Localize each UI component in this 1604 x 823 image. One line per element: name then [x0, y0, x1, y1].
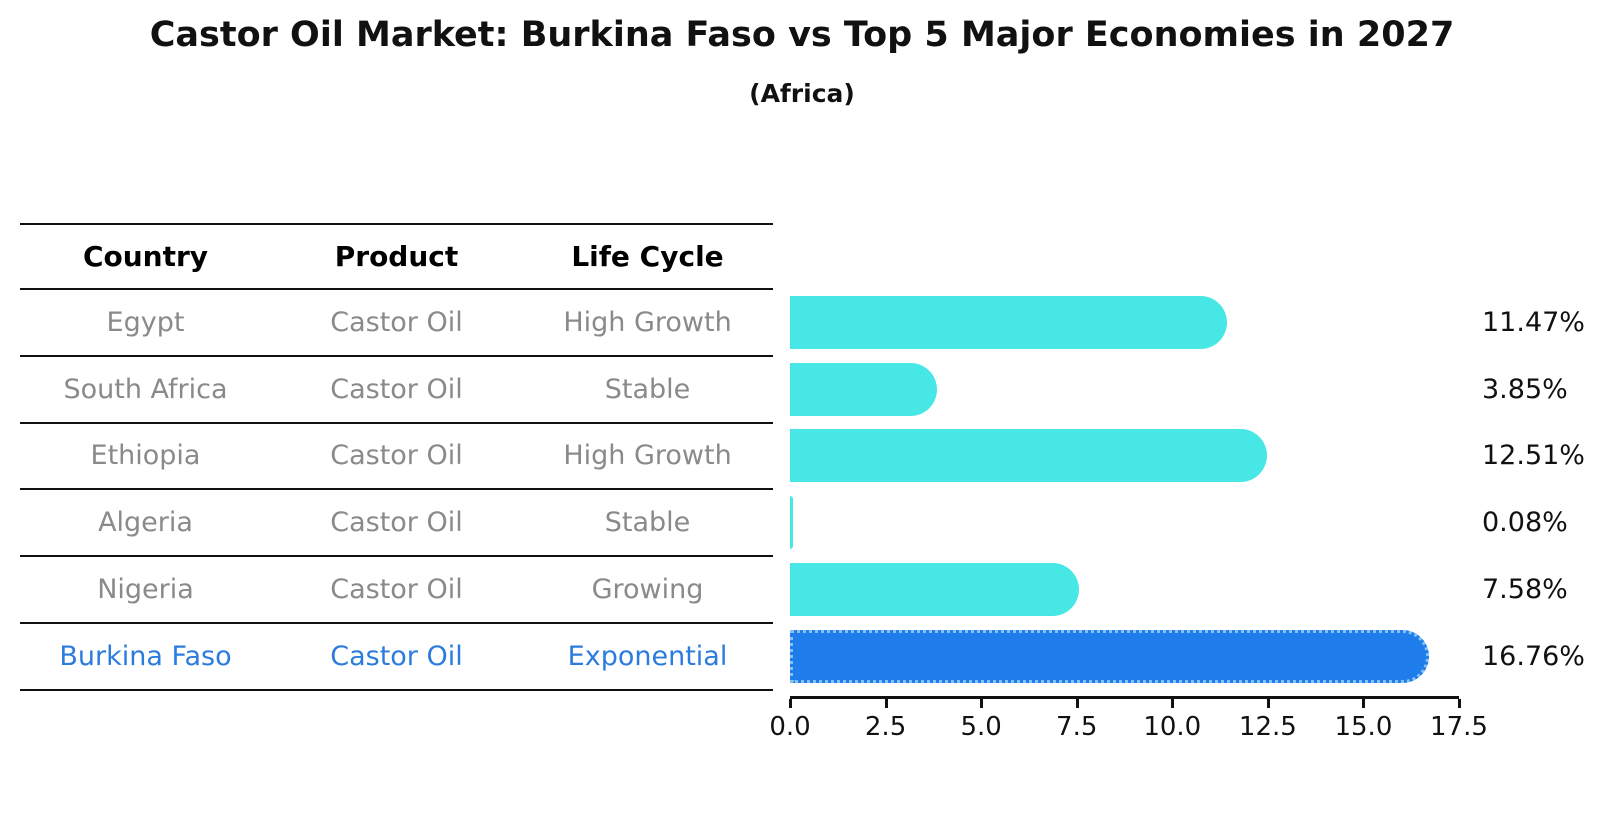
life-cycle-cell: Stable [604, 507, 691, 539]
axis-tick-label: 12.5 [1238, 712, 1297, 742]
country-cell: Egypt [106, 306, 185, 338]
chart-bar [790, 629, 1429, 683]
tick-mark [789, 699, 792, 708]
bar-row [790, 356, 1457, 423]
x-axis: 0.0 2.5 5.0 7.5 10.0 12.5 15.0 17.5 [769, 696, 1488, 742]
product-cell: Castor Oil [330, 306, 463, 338]
table-row: Nigeria Castor Oil Growing [20, 557, 773, 624]
chart-bar [790, 429, 1267, 483]
country-cell: Algeria [98, 507, 193, 539]
axis-tick-label: 7.5 [1056, 712, 1098, 742]
value-row: 16.76% [1482, 623, 1585, 690]
header-cell-country: Country [82, 240, 209, 273]
chart-bar [790, 563, 1079, 617]
country-cell: Ethiopia [90, 440, 201, 472]
table-header-row: Country Product Life Cycle [20, 223, 773, 290]
tick-mark [980, 699, 984, 708]
page-title: Castor Oil Market: Burkina Faso vs Top 5… [149, 15, 1455, 55]
product-cell: Castor Oil [330, 440, 463, 472]
axis-tick-label: 17.5 [1430, 712, 1488, 742]
value-row: 0.08% [1482, 489, 1585, 556]
page-subtitle: (Africa) [749, 79, 855, 108]
bar-row [790, 623, 1457, 690]
value-row: 11.47% [1482, 289, 1585, 356]
table-body: Egypt Castor Oil High Growth South Afric… [20, 290, 773, 691]
header-cell-life-cycle: Life Cycle [571, 240, 724, 273]
product-cell: Castor Oil [330, 373, 463, 405]
axis-tick-label: 2.5 [864, 712, 907, 742]
product-cell: Castor Oil [330, 507, 463, 539]
bar-row [790, 289, 1457, 356]
tick-mark [1266, 699, 1270, 708]
value-label: 16.76% [1482, 640, 1585, 672]
country-cell: Nigeria [97, 574, 194, 606]
table-row: South Africa Castor Oil Stable [20, 357, 773, 424]
value-label: 7.58% [1482, 574, 1568, 606]
tick-mark [884, 699, 888, 708]
country-cell: South Africa [63, 373, 228, 405]
value-row: 3.85% [1482, 356, 1585, 423]
bar-row [790, 423, 1457, 490]
table-row: Algeria Castor Oil Stable [20, 490, 773, 558]
header-cell-product: Product [334, 240, 459, 273]
table-row: Ethiopia Castor Oil High Growth [20, 424, 773, 491]
life-cycle-cell: High Growth [563, 440, 732, 472]
tick-mark [1171, 699, 1175, 708]
value-label: 12.51% [1482, 440, 1585, 472]
chart-bar [790, 295, 1228, 349]
axis-tick-label: 10.0 [1143, 712, 1202, 742]
chart-bar [790, 362, 937, 416]
product-cell: Castor Oil [330, 640, 463, 672]
chart-bar [790, 496, 794, 550]
life-cycle-cell: Growing [591, 574, 704, 606]
axis-tick-label: 5.0 [960, 712, 1002, 742]
value-labels: 11.47% 3.85% 12.51% 0.08% 7.58% 16.76% [1482, 289, 1585, 690]
product-cell: Castor Oil [330, 574, 463, 606]
bar-row [790, 489, 1457, 556]
table-row: Egypt Castor Oil High Growth [20, 290, 773, 357]
life-cycle-cell: Exponential [567, 640, 728, 672]
comparison-table: Country Product Life Cycle Egypt Castor … [20, 223, 773, 691]
tick-mark [1362, 699, 1366, 708]
life-cycle-cell: Stable [604, 373, 691, 405]
axis-tick-label: 15.0 [1334, 712, 1393, 742]
axis-tick-label: 0.0 [769, 712, 811, 742]
table-row: Burkina Faso Castor Oil Exponential [20, 624, 773, 691]
value-label: 0.08% [1482, 507, 1568, 539]
country-cell: Burkina Faso [59, 640, 232, 672]
tick-mark [1458, 699, 1461, 708]
life-cycle-cell: High Growth [563, 306, 732, 338]
value-row: 7.58% [1482, 556, 1585, 623]
value-label: 3.85% [1482, 373, 1568, 405]
bar-chart [790, 289, 1457, 690]
tick-mark [1075, 699, 1079, 708]
value-row: 12.51% [1482, 423, 1585, 490]
value-label: 11.47% [1482, 306, 1585, 338]
bar-row [790, 556, 1457, 623]
